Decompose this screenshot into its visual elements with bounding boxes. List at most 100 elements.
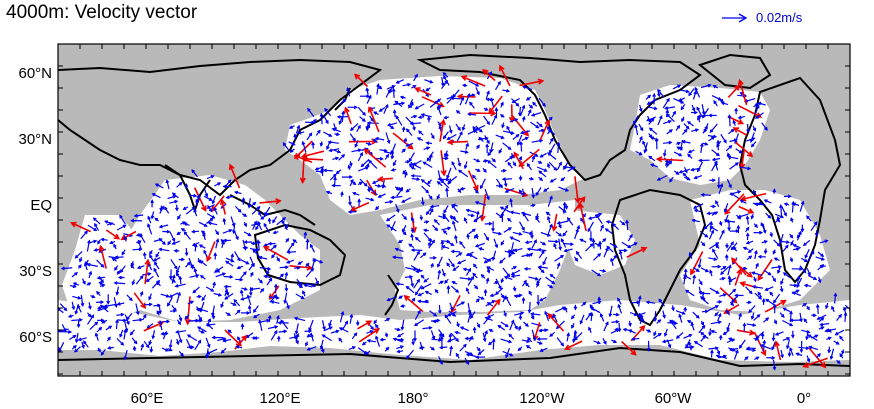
strong-velocity-arrow bbox=[621, 340, 637, 356]
velocity-arrow bbox=[760, 222, 766, 233]
velocity-arrow bbox=[139, 233, 146, 244]
velocity-arrow bbox=[467, 275, 474, 286]
velocity-arrow bbox=[496, 184, 503, 188]
velocity-arrow bbox=[530, 312, 541, 316]
velocity-arrow bbox=[410, 173, 422, 178]
velocity-arrow bbox=[258, 255, 268, 260]
velocity-arrow bbox=[495, 278, 502, 290]
velocity-arrow bbox=[222, 217, 227, 225]
velocity-arrow bbox=[716, 139, 721, 151]
velocity-arrow bbox=[132, 345, 137, 352]
velocity-arrow bbox=[491, 157, 496, 163]
velocity-arrow bbox=[536, 121, 543, 128]
velocity-arrow bbox=[410, 248, 423, 252]
velocity-arrow bbox=[801, 302, 808, 307]
velocity-arrow bbox=[480, 274, 486, 279]
velocity-arrow bbox=[153, 267, 160, 278]
velocity-arrow bbox=[506, 217, 512, 223]
velocity-arrow bbox=[734, 293, 744, 298]
velocity-arrow bbox=[400, 304, 406, 308]
velocity-arrow bbox=[176, 181, 183, 188]
velocity-arrow bbox=[457, 157, 462, 167]
velocity-arrow bbox=[698, 278, 703, 286]
velocity-arrow bbox=[401, 213, 408, 221]
velocity-arrow bbox=[417, 292, 424, 297]
velocity-arrow bbox=[445, 152, 449, 158]
velocity-arrow bbox=[423, 277, 430, 283]
velocity-arrow bbox=[74, 250, 83, 259]
xlabel-180: 180° bbox=[397, 390, 428, 407]
velocity-arrow bbox=[175, 330, 187, 334]
india-coast bbox=[164, 164, 211, 214]
velocity-arrow bbox=[613, 312, 620, 317]
velocity-arrow bbox=[338, 327, 349, 333]
strong-velocity-arrow bbox=[655, 156, 684, 163]
velocity-arrow bbox=[537, 266, 545, 274]
velocity-arrow bbox=[796, 275, 801, 284]
velocity-arrow bbox=[371, 179, 380, 184]
velocity-arrow bbox=[638, 104, 643, 113]
velocity-arrow bbox=[546, 162, 551, 169]
velocity-arrow bbox=[807, 334, 818, 341]
velocity-arrow bbox=[294, 266, 301, 270]
velocity-arrow bbox=[678, 168, 691, 174]
velocity-arrow bbox=[169, 231, 176, 243]
velocity-arrow bbox=[604, 228, 613, 235]
strong-velocity-arrow bbox=[456, 93, 476, 100]
velocity-arrow bbox=[717, 312, 722, 322]
velocity-arrow bbox=[250, 201, 257, 207]
velocity-arrow bbox=[396, 332, 404, 338]
velocity-arrow bbox=[540, 231, 551, 237]
velocity-arrow bbox=[691, 128, 700, 132]
velocity-arrow bbox=[491, 221, 495, 233]
velocity-arrow bbox=[603, 246, 609, 258]
strong-velocity-arrow bbox=[626, 246, 648, 258]
velocity-arrow bbox=[720, 266, 729, 275]
velocity-arrow bbox=[516, 134, 523, 146]
velocity-arrow bbox=[525, 345, 532, 350]
velocity-arrow bbox=[796, 230, 802, 241]
velocity-arrow bbox=[746, 323, 757, 327]
velocity-arrow bbox=[203, 249, 208, 257]
velocity-arrow bbox=[438, 356, 443, 366]
velocity-arrow bbox=[545, 211, 551, 216]
velocity-arrow bbox=[708, 257, 718, 261]
velocity-arrow bbox=[420, 283, 432, 290]
velocity-arrow bbox=[796, 277, 803, 289]
velocity-arrow bbox=[714, 311, 719, 317]
velocity-arrow bbox=[602, 337, 607, 345]
velocity-arrow bbox=[130, 218, 143, 223]
velocity-arrow bbox=[683, 306, 688, 312]
velocity-arrow bbox=[384, 318, 391, 322]
velocity-arrow bbox=[790, 330, 795, 339]
velocity-arrow bbox=[714, 161, 719, 171]
velocity-arrow bbox=[816, 353, 821, 359]
velocity-arrow bbox=[441, 226, 452, 231]
velocity-arrow bbox=[587, 221, 594, 233]
velocity-arrow bbox=[676, 146, 683, 151]
velocity-arrow bbox=[234, 251, 241, 262]
velocity-arrow bbox=[71, 272, 78, 278]
velocity-arrow bbox=[500, 168, 507, 173]
velocity-arrow bbox=[675, 141, 682, 146]
velocity-arrow bbox=[384, 153, 390, 160]
legend-arrow-icon bbox=[722, 13, 748, 23]
velocity-arrow bbox=[315, 129, 321, 136]
velocity-arrow bbox=[94, 332, 99, 341]
velocity-arrow bbox=[184, 247, 189, 257]
velocity-arrow bbox=[59, 303, 68, 312]
velocity-arrow bbox=[617, 303, 623, 314]
velocity-arrow bbox=[206, 348, 218, 355]
velocity-arrow bbox=[442, 213, 450, 223]
velocity-arrow bbox=[560, 237, 567, 248]
velocity-arrow bbox=[175, 338, 180, 346]
velocity-arrow bbox=[728, 347, 739, 352]
velocity-arrow bbox=[418, 130, 424, 136]
velocity-arrow bbox=[314, 277, 319, 285]
velocity-arrow bbox=[295, 124, 301, 134]
velocity-arrow bbox=[459, 96, 465, 106]
velocity-arrow bbox=[304, 329, 313, 334]
velocity-arrow bbox=[504, 187, 515, 193]
velocity-arrow bbox=[727, 155, 739, 160]
velocity-arrow bbox=[83, 340, 89, 348]
